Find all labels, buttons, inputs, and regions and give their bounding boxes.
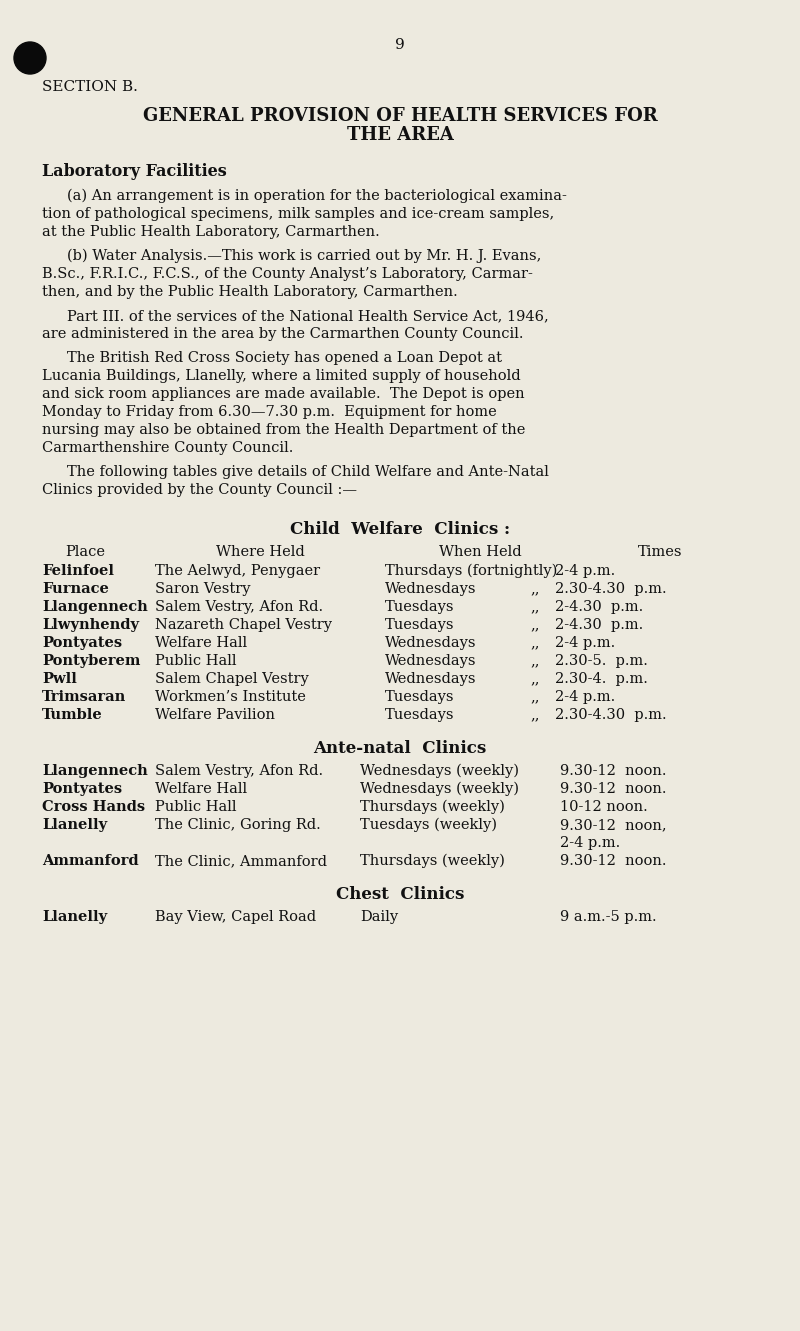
Text: ,,: ,, — [530, 582, 539, 596]
Text: ,,: ,, — [530, 654, 539, 668]
Text: The British Red Cross Society has opened a Loan Depot at: The British Red Cross Society has opened… — [67, 351, 502, 365]
Text: The Aelwyd, Penygaer: The Aelwyd, Penygaer — [155, 564, 320, 578]
Text: Wednesdays: Wednesdays — [385, 582, 477, 596]
Text: Tumble: Tumble — [42, 708, 102, 721]
Text: Trimsaran: Trimsaran — [42, 689, 126, 704]
Text: Chest  Clinics: Chest Clinics — [336, 886, 464, 902]
Text: Welfare Hall: Welfare Hall — [155, 783, 247, 796]
Text: When Held: When Held — [438, 544, 522, 559]
Text: Saron Vestry: Saron Vestry — [155, 582, 250, 596]
Text: Carmarthenshire County Council.: Carmarthenshire County Council. — [42, 441, 294, 455]
Text: Salem Vestry, Afon Rd.: Salem Vestry, Afon Rd. — [155, 764, 323, 779]
Text: Tuesdays: Tuesdays — [385, 600, 454, 614]
Text: Ante-natal  Clinics: Ante-natal Clinics — [314, 740, 486, 757]
Text: ,,: ,, — [530, 708, 539, 721]
Circle shape — [14, 43, 46, 75]
Text: (b) Water Analysis.—This work is carried out by Mr. H. J. Evans,: (b) Water Analysis.—This work is carried… — [67, 249, 542, 264]
Text: Bay View, Capel Road: Bay View, Capel Road — [155, 910, 316, 924]
Text: 2-4.30  p.m.: 2-4.30 p.m. — [555, 618, 643, 632]
Text: 9.30-12  noon.: 9.30-12 noon. — [560, 783, 666, 796]
Text: 2-4 p.m.: 2-4 p.m. — [555, 689, 615, 704]
Text: Monday to Friday from 6.30—7.30 p.m.  Equipment for home: Monday to Friday from 6.30—7.30 p.m. Equ… — [42, 405, 497, 419]
Text: Workmen’s Institute: Workmen’s Institute — [155, 689, 306, 704]
Text: 2.30-4.30  p.m.: 2.30-4.30 p.m. — [555, 708, 666, 721]
Text: ,,: ,, — [530, 600, 539, 614]
Text: Pwll: Pwll — [42, 672, 77, 685]
Text: Felinfoel: Felinfoel — [42, 564, 114, 578]
Text: Lucania Buildings, Llanelly, where a limited supply of household: Lucania Buildings, Llanelly, where a lim… — [42, 369, 521, 383]
Text: THE AREA: THE AREA — [346, 126, 454, 144]
Text: Daily: Daily — [360, 910, 398, 924]
Text: Pontyates: Pontyates — [42, 783, 122, 796]
Text: Nazareth Chapel Vestry: Nazareth Chapel Vestry — [155, 618, 332, 632]
Text: Llangennech: Llangennech — [42, 764, 148, 779]
Text: Clinics provided by the County Council :—: Clinics provided by the County Council :… — [42, 483, 357, 496]
Text: and sick room appliances are made available.  The Depot is open: and sick room appliances are made availa… — [42, 387, 525, 401]
Text: 9.30-12  noon.: 9.30-12 noon. — [560, 764, 666, 779]
Text: Thursdays (weekly): Thursdays (weekly) — [360, 855, 505, 868]
Text: 2-4 p.m.: 2-4 p.m. — [560, 836, 620, 851]
Text: Furnace: Furnace — [42, 582, 109, 596]
Text: 9.30-12  noon,: 9.30-12 noon, — [560, 819, 666, 832]
Text: Where Held: Where Held — [216, 544, 304, 559]
Text: Pontyberem: Pontyberem — [42, 654, 140, 668]
Text: Laboratory Facilities: Laboratory Facilities — [42, 162, 226, 180]
Text: Wednesdays: Wednesdays — [385, 672, 477, 685]
Text: The Clinic, Goring Rd.: The Clinic, Goring Rd. — [155, 819, 321, 832]
Text: 9: 9 — [395, 39, 405, 52]
Text: 9 a.m.-5 p.m.: 9 a.m.-5 p.m. — [560, 910, 657, 924]
Text: Salem Chapel Vestry: Salem Chapel Vestry — [155, 672, 309, 685]
Text: Welfare Hall: Welfare Hall — [155, 636, 247, 650]
Text: Llanelly: Llanelly — [42, 910, 107, 924]
Text: Ammanford: Ammanford — [42, 855, 138, 868]
Text: Public Hall: Public Hall — [155, 654, 237, 668]
Text: Tuesdays: Tuesdays — [385, 618, 454, 632]
Text: 2.30-4.30  p.m.: 2.30-4.30 p.m. — [555, 582, 666, 596]
Text: Wednesdays: Wednesdays — [385, 654, 477, 668]
Text: Pontyates: Pontyates — [42, 636, 122, 650]
Text: 2-4.30  p.m.: 2-4.30 p.m. — [555, 600, 643, 614]
Text: Wednesdays: Wednesdays — [385, 636, 477, 650]
Text: 10-12 noon.: 10-12 noon. — [560, 800, 648, 815]
Text: Salem Vestry, Afon Rd.: Salem Vestry, Afon Rd. — [155, 600, 323, 614]
Text: Tuesdays: Tuesdays — [385, 689, 454, 704]
Text: Place: Place — [65, 544, 105, 559]
Text: ,,: ,, — [530, 672, 539, 685]
Text: ,,: ,, — [530, 636, 539, 650]
Text: Welfare Pavilion: Welfare Pavilion — [155, 708, 275, 721]
Text: then, and by the Public Health Laboratory, Carmarthen.: then, and by the Public Health Laborator… — [42, 285, 458, 299]
Text: SECTION B.: SECTION B. — [42, 80, 138, 95]
Text: Tuesdays (weekly): Tuesdays (weekly) — [360, 819, 497, 832]
Text: (a) An arrangement is in operation for the bacteriological examina-: (a) An arrangement is in operation for t… — [67, 189, 567, 204]
Text: Thursdays (weekly): Thursdays (weekly) — [360, 800, 505, 815]
Text: Wednesdays (weekly): Wednesdays (weekly) — [360, 764, 519, 779]
Text: Child  Welfare  Clinics :: Child Welfare Clinics : — [290, 520, 510, 538]
Text: Wednesdays (weekly): Wednesdays (weekly) — [360, 783, 519, 796]
Text: 9.30-12  noon.: 9.30-12 noon. — [560, 855, 666, 868]
Text: Times: Times — [638, 544, 682, 559]
Text: Public Hall: Public Hall — [155, 800, 237, 815]
Text: tion of pathological specimens, milk samples and ice-cream samples,: tion of pathological specimens, milk sam… — [42, 208, 554, 221]
Text: Part III. of the services of the National Health Service Act, 1946,: Part III. of the services of the Nationa… — [67, 309, 549, 323]
Text: GENERAL PROVISION OF HEALTH SERVICES FOR: GENERAL PROVISION OF HEALTH SERVICES FOR — [142, 106, 658, 125]
Text: are administered in the area by the Carmarthen County Council.: are administered in the area by the Carm… — [42, 327, 523, 341]
Text: The Clinic, Ammanford: The Clinic, Ammanford — [155, 855, 327, 868]
Text: Llangennech: Llangennech — [42, 600, 148, 614]
Text: ,,: ,, — [530, 689, 539, 704]
Text: 2.30-4.  p.m.: 2.30-4. p.m. — [555, 672, 648, 685]
Text: Llwynhendy: Llwynhendy — [42, 618, 139, 632]
Text: Cross Hands: Cross Hands — [42, 800, 145, 815]
Text: 2-4 p.m.: 2-4 p.m. — [555, 636, 615, 650]
Text: Tuesdays: Tuesdays — [385, 708, 454, 721]
Text: at the Public Health Laboratory, Carmarthen.: at the Public Health Laboratory, Carmart… — [42, 225, 380, 240]
Text: nursing may also be obtained from the Health Department of the: nursing may also be obtained from the He… — [42, 423, 526, 437]
Text: B.Sc., F.R.I.C., F.C.S., of the County Analyst’s Laboratory, Carmar-: B.Sc., F.R.I.C., F.C.S., of the County A… — [42, 268, 533, 281]
Text: Thursdays (fortnightly): Thursdays (fortnightly) — [385, 564, 558, 579]
Text: The following tables give details of Child Welfare and Ante-Natal: The following tables give details of Chi… — [67, 465, 549, 479]
Text: ,,: ,, — [530, 618, 539, 632]
Text: 2-4 p.m.: 2-4 p.m. — [555, 564, 615, 578]
Text: Llanelly: Llanelly — [42, 819, 107, 832]
Text: 2.30-5.  p.m.: 2.30-5. p.m. — [555, 654, 648, 668]
